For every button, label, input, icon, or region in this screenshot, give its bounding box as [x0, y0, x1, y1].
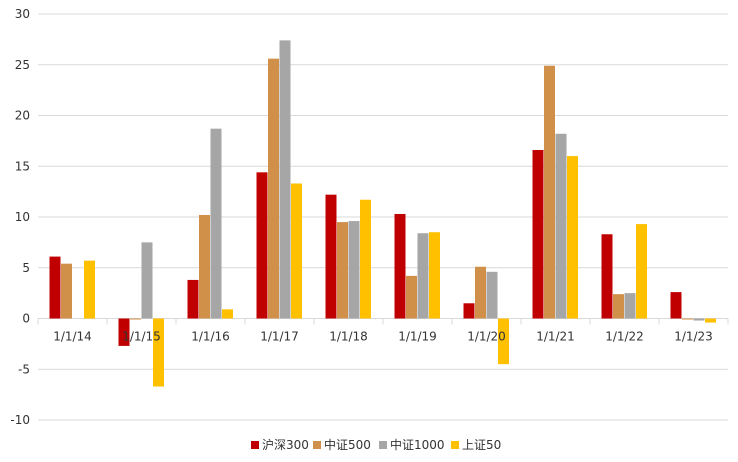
x-tick-label: 1/1/17	[260, 330, 299, 344]
grid-lines	[37, 13, 729, 421]
x-axis-ticks: 1/1/14 1/1/15 1/1/16 1/1/17 1/1/18 1/1/19 1/1/…	[53, 330, 713, 344]
x-tick-label: 1/1/15	[122, 330, 161, 344]
bar	[325, 194, 337, 319]
x-tick-label: 1/1/23	[674, 330, 713, 344]
bar	[498, 318, 509, 365]
bar	[130, 318, 141, 320]
bar	[187, 279, 199, 319]
legend-label: 中证500	[324, 437, 371, 452]
x-tick-label: 1/1/22	[605, 330, 644, 344]
bar	[567, 156, 578, 319]
bar	[360, 199, 371, 319]
legend-label: 上证50	[462, 438, 501, 452]
bar	[705, 318, 716, 323]
legend-swatch	[379, 441, 387, 449]
y-tick-label: -10	[10, 413, 30, 427]
y-tick-label: 15	[15, 159, 30, 173]
bar	[613, 294, 624, 319]
bar	[118, 318, 130, 346]
bar	[429, 232, 440, 319]
y-tick-label: 25	[15, 58, 30, 72]
y-tick-label: 30	[15, 7, 30, 21]
bar	[532, 150, 544, 319]
bar	[61, 263, 72, 319]
bar	[624, 293, 636, 319]
bar	[417, 233, 429, 319]
bar	[84, 260, 95, 319]
bar	[199, 214, 210, 319]
y-tick-label: 0	[22, 312, 30, 326]
bar	[291, 183, 302, 319]
y-tick-label: 20	[15, 109, 30, 123]
bar	[555, 133, 567, 319]
legend-label: 中证1000	[390, 437, 445, 452]
bar	[682, 318, 693, 320]
bar	[153, 318, 164, 387]
y-tick-label: -5	[18, 362, 30, 376]
bar	[636, 224, 647, 319]
bar	[279, 40, 291, 319]
x-tick-label: 1/1/14	[53, 330, 92, 344]
bar	[601, 234, 613, 319]
x-tick-label: 1/1/20	[467, 330, 506, 344]
legend-swatch	[313, 441, 321, 449]
x-tick-label: 1/1/21	[536, 330, 575, 344]
bar	[222, 309, 233, 319]
bar	[486, 271, 498, 319]
x-tick-label: 1/1/19	[398, 330, 437, 344]
bar	[141, 242, 153, 319]
legend-label: 沪深300	[262, 438, 309, 452]
x-tick-label: 1/1/16	[191, 330, 230, 344]
y-tick-label: 10	[15, 210, 30, 224]
bar	[210, 128, 222, 319]
bars	[49, 40, 716, 387]
bar	[268, 58, 279, 319]
legend: 沪深300 中证500 中证1000 上证50	[251, 437, 501, 452]
bar	[670, 292, 682, 319]
x-tick-label: 1/1/18	[329, 330, 368, 344]
bar	[49, 256, 61, 319]
bar	[463, 303, 475, 319]
bar	[544, 65, 555, 319]
y-tick-label: 5	[22, 261, 30, 275]
legend-swatch	[251, 441, 259, 449]
y-axis-ticks: 30 25 20 15 10 5 0 -5 -10	[10, 7, 30, 427]
bar	[406, 275, 417, 319]
bar	[337, 222, 348, 319]
legend-swatch	[451, 441, 459, 449]
bar	[693, 318, 705, 321]
bar	[256, 172, 268, 319]
bar	[475, 266, 486, 319]
bar	[348, 221, 360, 319]
bar	[394, 213, 406, 319]
